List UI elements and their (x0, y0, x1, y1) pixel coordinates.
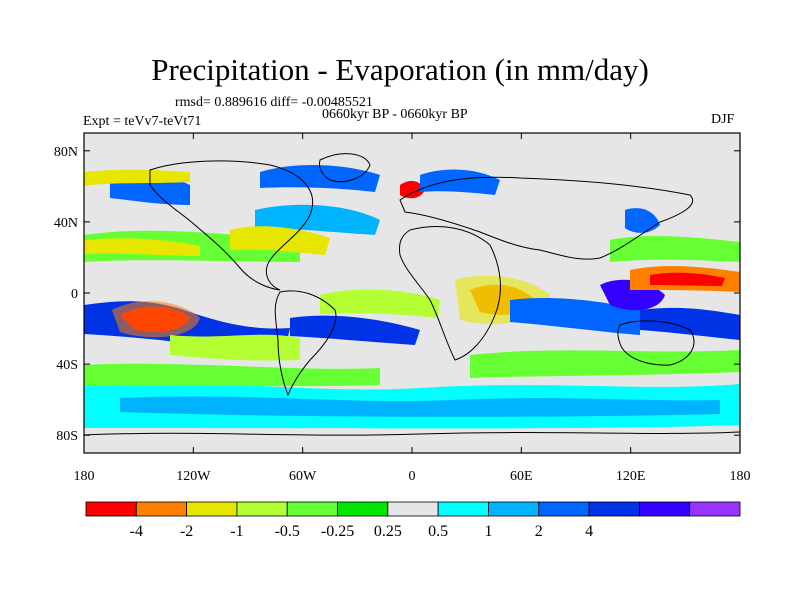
colorbar-swatch (538, 501, 590, 517)
contour-north-atlantic-blue (255, 204, 380, 235)
lon-tick-label: 180 (74, 469, 95, 484)
contour-south-pacific-green (170, 334, 300, 361)
colorbar-swatch (286, 501, 338, 517)
lat-ticks: 80N 40N 0 40S 80S (54, 145, 740, 444)
colorbar-label: -1 (230, 523, 243, 540)
lat-tick-label: 80N (54, 145, 78, 160)
contour-south-indian-green (470, 350, 740, 378)
colorbar-label: -4 (130, 523, 143, 540)
lat-tick-label: 40N (54, 216, 78, 231)
lat-tick-label: 0 (71, 287, 78, 302)
colorbar-label: -2 (180, 523, 193, 540)
coastline-south-america (274, 290, 337, 397)
contour-southern-ocean-green (84, 363, 380, 387)
map-title: Precipitation - Evaporation (in mm/day) (151, 52, 649, 87)
colorbar-swatch (488, 501, 540, 517)
lon-ticks: 180 120W 60W 0 60E 120E 180 (74, 133, 751, 484)
contour-nw-pacific-green (610, 236, 740, 262)
coastline-australia (617, 320, 695, 366)
coastline-antarctica (84, 431, 740, 436)
lon-tick-label: 60E (510, 469, 533, 484)
contour-indian-ocean-blue (510, 298, 640, 335)
colorbar-label: -0.25 (321, 523, 354, 540)
colorbar-swatch (437, 501, 489, 517)
colorbar-swatch (588, 501, 640, 517)
colorbar-swatch (689, 501, 741, 517)
contour-southern-ocean-blue (120, 396, 720, 417)
experiment-label: Expt = teVv7-teVt71 (83, 114, 202, 129)
colorbar-label: 1 (484, 523, 492, 540)
lat-tick-label: 80S (56, 429, 78, 444)
colorbar-label: 2 (535, 523, 543, 540)
contour-north-america-yellow (230, 226, 330, 255)
contour-south-pacific-orange (112, 301, 200, 338)
contour-europe-red (400, 180, 425, 199)
season-label: DJF (711, 112, 735, 127)
colorbar-swatch (387, 501, 439, 517)
colorbar-swatch (186, 501, 238, 517)
coastline-africa (399, 225, 501, 361)
stats-text: rmsd= 0.889616 diff= -0.00485521 (175, 95, 373, 110)
lon-tick-label: 180 (730, 469, 751, 484)
lon-tick-label: 0 (409, 469, 416, 484)
coastlines (84, 153, 740, 436)
coastline-north-america (149, 160, 314, 291)
contour-japan-blue (625, 208, 660, 233)
lon-tick-label: 120W (176, 469, 211, 484)
contour-europe-blue (420, 169, 500, 195)
colorbar-swatch (236, 501, 288, 517)
field-contours (84, 164, 740, 429)
contour-south-atlantic-green (320, 289, 440, 318)
colorbar-swatch (135, 501, 188, 517)
contour-west-pacific-blue (640, 307, 740, 340)
contour-equatorial-atlantic-blue (290, 315, 420, 345)
colorbar-swatch (638, 501, 691, 517)
lat-tick-label: 40S (56, 358, 78, 373)
colorbar-label: 0.25 (374, 523, 402, 540)
coastline-greenland (319, 153, 371, 183)
contour-tropical-pacific-yellow (84, 238, 200, 256)
coastline-eurasia (399, 176, 693, 260)
colorbar: -4 -2 -1 -0.5 -0.25 0.25 0.5 1 2 4 (85, 501, 741, 540)
contour-west-pacific-red (650, 272, 725, 286)
contour-north-pacific-yellow (84, 169, 190, 186)
lon-tick-label: 120E (616, 469, 646, 484)
colorbar-label: -0.5 (275, 523, 300, 540)
colorbar-label: 0.5 (428, 523, 448, 540)
colorbar-swatch (85, 501, 137, 517)
colorbar-label: 4 (585, 523, 593, 540)
colorbar-swatch (337, 501, 389, 517)
period-text: 0660kyr BP - 0660kyr BP (322, 107, 468, 122)
lon-tick-label: 60W (289, 469, 317, 484)
